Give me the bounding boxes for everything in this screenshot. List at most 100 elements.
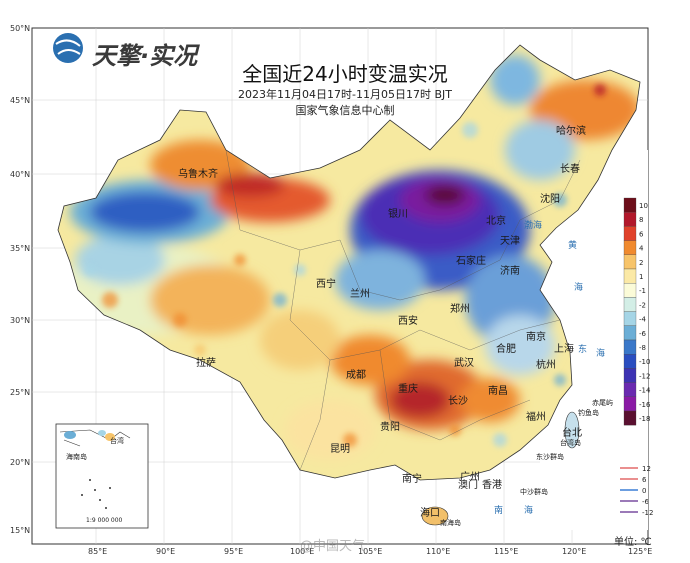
legend-label: 1 (639, 273, 643, 281)
map-subtitle: 2023年11月04日17时-11月05日17时 BJT (238, 88, 452, 101)
map-title: 全国近24小时变温实况 (242, 62, 448, 86)
lon-label: 115°E (494, 547, 519, 556)
lat-label: 20°N (10, 458, 31, 467)
city-label: 武汉 (454, 358, 474, 369)
city-label: 济南 (500, 266, 520, 277)
city-label: 南宁 (402, 474, 422, 485)
legend-swatch (623, 254, 637, 270)
legend-swatch (623, 297, 637, 312)
city-label: 南海岛 (440, 519, 461, 527)
city-label: 西宁 (316, 279, 336, 290)
sea-label: 海 (596, 349, 606, 359)
city-label: 郑州 (450, 304, 470, 315)
lon-label: 105°E (358, 547, 383, 556)
sea-label: 海 (574, 283, 584, 293)
lat-label: 45°N (10, 96, 31, 105)
agency-label: 国家气象信息中心制 (295, 104, 395, 117)
south-china-sea-inset (55, 423, 149, 529)
legend-swatch (623, 368, 637, 383)
line-legend-label: -12 (642, 509, 653, 517)
city-label: 哈尔滨 (556, 126, 586, 137)
legend-label: -18 (639, 415, 650, 423)
lat-label: 50°N (10, 24, 31, 33)
line-legend-label: 12 (642, 465, 651, 473)
legend-swatch (623, 311, 637, 326)
legend-label: -8 (639, 344, 646, 352)
legend-label: 8 (639, 216, 643, 224)
legend-swatch (623, 396, 637, 412)
legend-label: -12 (639, 372, 650, 380)
lat-label: 40°N (10, 170, 31, 179)
city-label: 南昌 (488, 386, 508, 397)
city-label: 钓鱼岛 (578, 409, 599, 417)
legend-label: -6 (639, 330, 647, 338)
city-label: 台湾岛 (560, 439, 581, 447)
unit-label: 单位: ℃ (614, 537, 652, 548)
lat-label: 15°N (10, 526, 31, 535)
taiwan-island (564, 411, 580, 449)
country-border (57, 44, 641, 481)
sea-label: 渤海 (524, 221, 543, 231)
city-label: 台北 (562, 428, 582, 439)
lon-label: 95°E (224, 547, 244, 556)
legend-swatch (623, 197, 637, 213)
lon-label: 125°E (628, 547, 653, 556)
lon-label: 110°E (426, 547, 451, 556)
city-label: 西安 (398, 316, 418, 327)
legend-label: -10 (639, 358, 650, 366)
legend-swatch (623, 382, 637, 397)
legend-swatch (623, 226, 637, 241)
city-label: 东沙群岛 (536, 453, 564, 461)
city-label: 香港 (482, 480, 502, 491)
city-label: 福州 (526, 412, 546, 423)
brand-name: 天擎·实况 (92, 42, 198, 70)
legend-label: -4 (639, 316, 647, 324)
color-legend: 10 8 6 4 2 1 -1 -2 -4 -6 -8 -10 -12 -14 -16 -18 (623, 197, 651, 426)
city-label: 澳门 (458, 480, 478, 491)
legend-label: 4 (639, 245, 644, 253)
legend-swatch (623, 268, 637, 284)
watermark: @中国天气 (300, 539, 366, 554)
city-label: 南京 (526, 332, 546, 343)
city-label: 广州 (460, 472, 480, 483)
city-label: 贵阳 (380, 422, 400, 433)
sea-label: 海 (524, 506, 534, 516)
legend-swatch (623, 283, 637, 298)
city-label: 合肥 (496, 344, 516, 355)
lat-label: 25°N (10, 388, 31, 397)
city-label: 昆明 (330, 444, 350, 455)
legend-label: 2 (639, 259, 643, 267)
city-label: 长沙 (448, 396, 468, 407)
city-label: 长春 (560, 164, 580, 175)
legend-swatch (623, 339, 637, 355)
lon-label: 120°E (562, 547, 587, 556)
city-label: 石家庄 (456, 256, 486, 267)
city-label: 兰州 (350, 289, 370, 300)
sea-label: 南 (494, 506, 504, 516)
line-legend: 12 6 0 -6 -12 (620, 465, 653, 517)
sea-label: 黄 (568, 241, 578, 251)
lon-label: 85°E (88, 547, 108, 556)
legend-swatch (623, 240, 637, 255)
legend-label: -1 (639, 287, 646, 295)
city-label: 乌鲁木齐 (178, 169, 218, 180)
city-label: 中沙群岛 (520, 488, 548, 496)
city-label: 海南岛 (66, 453, 87, 461)
inset-scale: 1:9 000 000 (86, 517, 123, 524)
legend-label: 10 (639, 202, 648, 210)
city-label: 台湾 (110, 437, 124, 445)
city-label: 北京 (486, 216, 506, 227)
city-label: 沈阳 (540, 194, 560, 205)
legend-label: -16 (639, 401, 651, 409)
city-label: 重庆 (398, 384, 418, 395)
legend-label: -14 (639, 387, 651, 395)
city-label: 天津 (500, 236, 520, 247)
legend-swatch (623, 325, 637, 341)
line-legend-label: -6 (642, 498, 650, 506)
city-label: 杭州 (536, 360, 556, 371)
lon-label: 90°E (156, 547, 176, 556)
city-label: 赤尾屿 (592, 399, 613, 407)
legend-swatch (623, 212, 637, 227)
legend-swatch (623, 354, 637, 369)
